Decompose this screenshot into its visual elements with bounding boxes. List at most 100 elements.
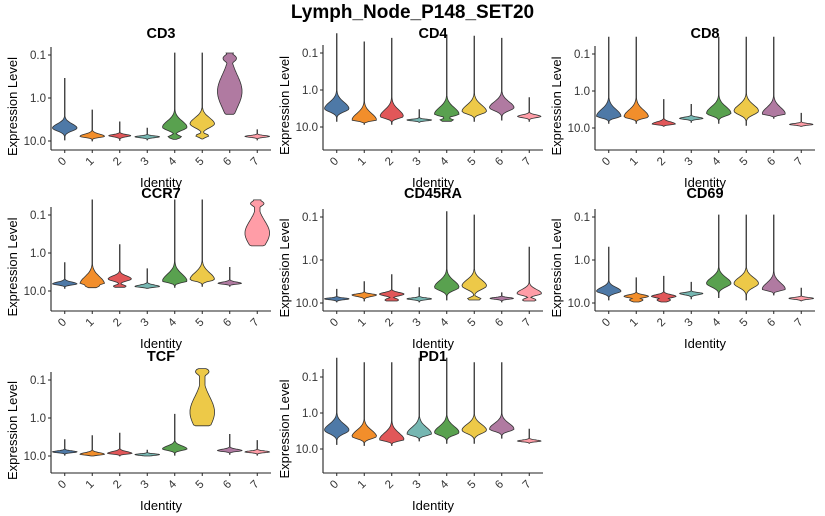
violin-panel-cd8: CD8 0.1 1.0 10.0 Expression Level Identity 0 1 2…: [549, 26, 815, 190]
y-tick-label: 0.1: [302, 48, 318, 60]
x-tick-label: 6: [765, 155, 778, 168]
x-tick-label: 6: [493, 155, 506, 168]
x-tick-label: 7: [521, 316, 534, 329]
violin-cd8-cluster-1: [623, 36, 649, 124]
violin-ccr7-cluster-4: [162, 199, 188, 288]
violin-panel-tcf: TCF 0.1 1.0 10.0 Expression Level Identity 0 1 2…: [5, 349, 271, 513]
x-tick-label: 2: [655, 155, 668, 168]
x-tick-label: 4: [166, 478, 179, 491]
violin-cd69-cluster-6: [761, 214, 786, 296]
violin-cd8-cluster-5: [733, 36, 759, 126]
x-tick-label: 0: [328, 316, 341, 329]
violin-cd4-cluster-1: [351, 41, 377, 125]
x-tick-label: 2: [383, 155, 396, 168]
figure-title: Lymph_Node_P148_SET20: [290, 2, 535, 23]
x-tick-label: 0: [328, 478, 341, 491]
y-tick-label: 1.0: [30, 248, 46, 260]
x-tick-label: 1: [356, 478, 369, 491]
violin-cd69-cluster-0: [596, 246, 622, 301]
violin-ccr7-cluster-6: [217, 267, 243, 287]
violin-cd3-cluster-4: [162, 52, 188, 140]
y-tick-label: 10.0: [568, 123, 590, 135]
violin-cd4-cluster-0: [324, 33, 350, 122]
violin-tcf-cluster-0: [51, 439, 78, 456]
violin-panel-cd45ra: CD45RA 0.1 1.0 10.0 Expression Level Identity…: [277, 186, 543, 351]
y-tick-label: 10.0: [24, 451, 46, 463]
x-tick-label: 4: [438, 478, 451, 491]
y-tick-label: 1.0: [30, 413, 46, 425]
violin-cd45ra-cluster-5: [461, 214, 487, 301]
y-tick-label: 10.0: [568, 298, 590, 310]
panel-title: CCR7: [141, 186, 180, 202]
y-tick-label: 1.0: [574, 255, 590, 267]
violin-cd4-cluster-7: [516, 97, 542, 122]
y-axis-label: Expression Level: [5, 217, 20, 316]
violin-cd3-cluster-6: [217, 52, 243, 115]
x-tick-label: 4: [438, 316, 451, 329]
x-tick-label: 1: [84, 155, 97, 168]
violin-ccr7-cluster-1: [79, 199, 106, 289]
panel-title: CD3: [146, 26, 175, 42]
x-tick-label: 7: [793, 155, 806, 168]
panel-title: CD69: [686, 186, 723, 202]
violin-cd3-cluster-3: [134, 127, 161, 141]
violin-cd45ra-cluster-3: [406, 287, 433, 303]
x-tick-label: 0: [56, 155, 69, 168]
violin-tcf-cluster-1: [79, 435, 106, 457]
x-tick-label: 1: [356, 155, 369, 168]
x-tick-label: 1: [628, 316, 641, 329]
y-tick-label: 1.0: [302, 408, 318, 420]
violin-cd4-cluster-2: [379, 37, 404, 125]
x-tick-label: 2: [383, 316, 396, 329]
y-tick-label: 10.0: [24, 136, 46, 148]
x-tick-label: 3: [411, 316, 424, 329]
y-tick-label: 0.1: [30, 210, 46, 222]
x-tick-label: 7: [521, 155, 534, 168]
x-tick-label: 3: [139, 478, 152, 491]
violin-cd8-cluster-0: [596, 36, 622, 124]
violin-tcf-cluster-6: [216, 434, 243, 455]
x-tick-label: 3: [139, 316, 152, 329]
violin-panel-pd1: PD1 0.1 1.0 10.0 Expression Level Identity 0 1 2…: [277, 349, 543, 513]
x-tick-label: 4: [710, 316, 723, 329]
x-tick-label: 7: [249, 478, 262, 491]
x-tick-label: 0: [56, 478, 69, 491]
violin-tcf-cluster-5: [189, 368, 215, 427]
x-tick-label: 2: [383, 478, 396, 491]
panel-title: TCF: [147, 349, 175, 365]
violin-ccr7-cluster-3: [134, 268, 161, 289]
panel-title: CD8: [690, 26, 719, 42]
y-axis-label: Expression Level: [277, 56, 292, 155]
x-tick-label: 2: [111, 478, 124, 491]
y-tick-label: 10.0: [296, 122, 318, 134]
violin-cd3-cluster-1: [79, 109, 106, 142]
x-tick-label: 4: [166, 316, 179, 329]
x-tick-label: 6: [221, 316, 234, 329]
x-tick-label: 6: [221, 155, 234, 168]
y-axis-label: Expression Level: [277, 218, 292, 317]
violin-cd45ra-cluster-0: [323, 288, 350, 303]
x-tick-label: 1: [628, 155, 641, 168]
violin-ccr7-cluster-0: [52, 262, 78, 289]
y-tick-label: 0.1: [574, 49, 590, 61]
x-tick-label: 3: [683, 316, 696, 329]
violin-pd1-cluster-7: [516, 428, 542, 444]
violin-cd69-cluster-1: [623, 277, 650, 303]
violin-pd1-cluster-3: [406, 357, 432, 442]
violin-tcf-cluster-7: [244, 440, 271, 456]
y-tick-label: 0.1: [574, 212, 590, 224]
y-tick-label: 1.0: [30, 93, 46, 105]
violin-cd8-cluster-7: [788, 112, 814, 127]
violin-cd3-cluster-7: [244, 129, 271, 141]
x-tick-label: 6: [493, 316, 506, 329]
y-tick-label: 0.1: [302, 372, 318, 384]
violin-pd1-cluster-1: [351, 362, 377, 446]
panel-title: PD1: [419, 349, 447, 365]
x-tick-label: 0: [56, 316, 69, 329]
y-tick-label: 10.0: [296, 444, 318, 456]
violin-pd1-cluster-0: [324, 357, 350, 445]
x-tick-label: 3: [683, 155, 696, 168]
x-tick-label: 0: [328, 155, 341, 168]
x-tick-label: 5: [738, 155, 751, 168]
x-tick-label: 7: [249, 155, 262, 168]
